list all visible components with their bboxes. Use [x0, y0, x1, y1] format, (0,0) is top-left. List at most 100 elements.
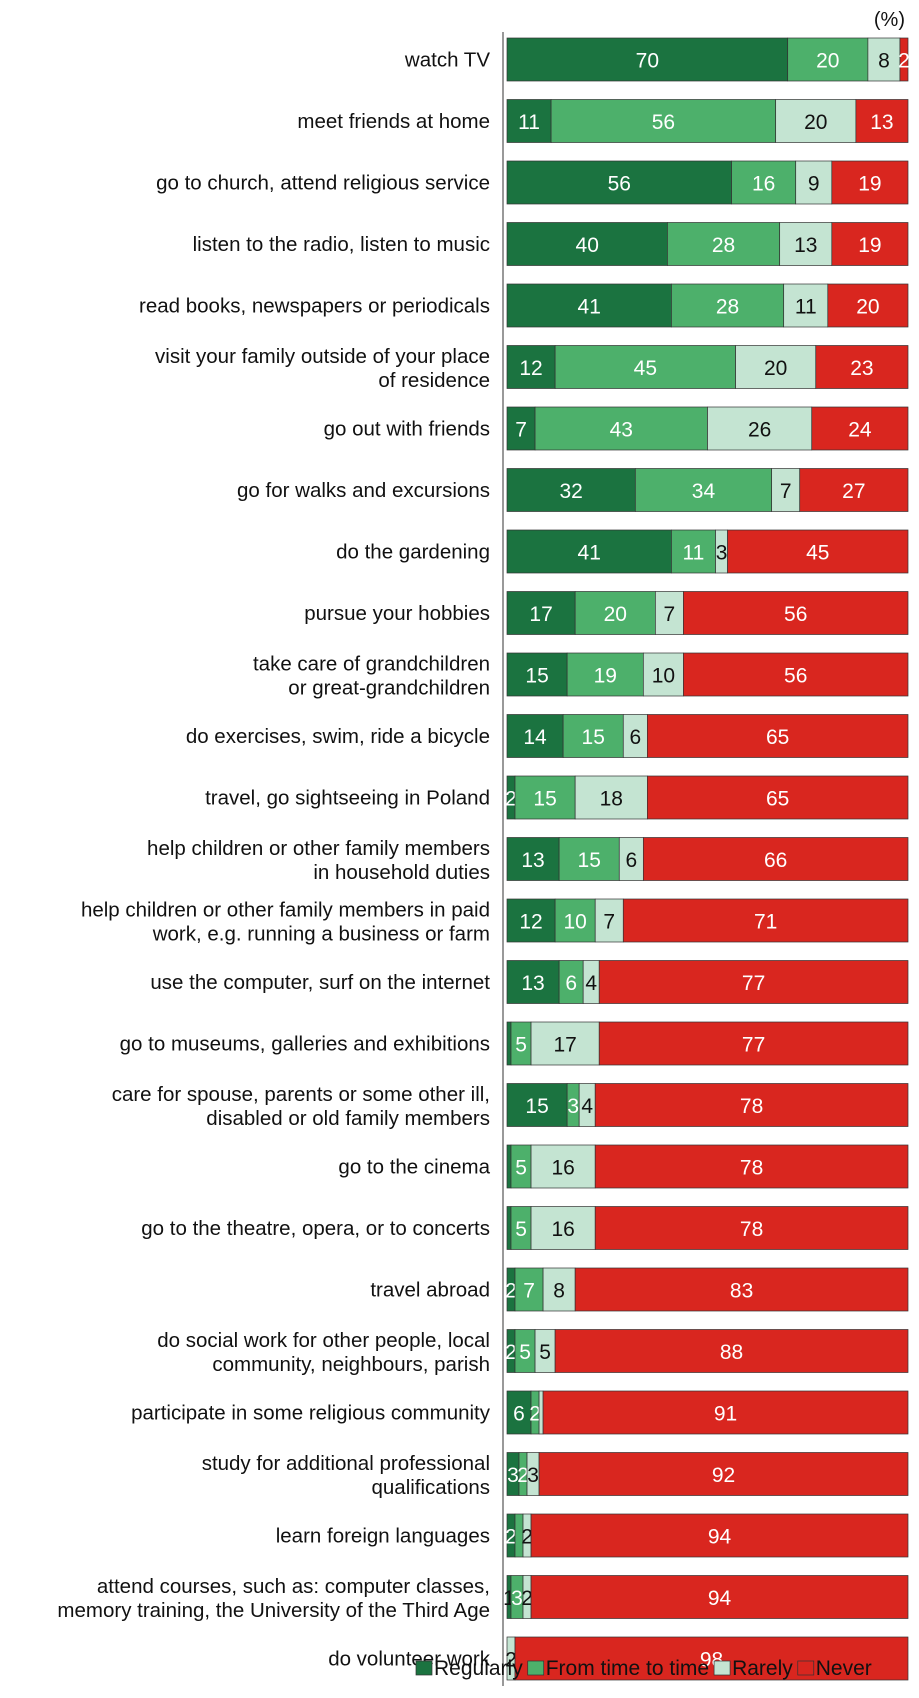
row-go-to-the-theatre-opera-or-to-concerts: go to the theatre, opera, or to concerts…: [141, 1206, 909, 1250]
data-label-never: 45: [806, 542, 829, 565]
data-label-never: 91: [714, 1403, 737, 1426]
data-label-regularly: 12: [519, 357, 542, 380]
bar-segment-regularly: [506, 222, 668, 266]
bar-segment-rarely: [542, 1267, 576, 1312]
data-label-from-time-to-time: 15: [582, 726, 605, 749]
category-label-line: help children or other family members in…: [81, 899, 490, 922]
category-label: go to museums, galleries and exhibitions: [120, 1033, 490, 1056]
legend-label: Never: [816, 1657, 872, 1680]
data-label-regularly: 13: [521, 972, 544, 995]
bar-segment-rarely: [735, 345, 817, 389]
bar-segment-never: [727, 529, 909, 574]
bar-segment-never: [899, 37, 909, 82]
bar-segment-never: [514, 1636, 909, 1681]
bar-segment-rarely: [530, 1144, 596, 1189]
bar-segment-regularly: [506, 160, 732, 205]
data-label-rarely: 20: [804, 111, 827, 134]
data-label-rarely: 17: [553, 1034, 576, 1057]
bar-segment-rarely: [574, 775, 648, 820]
bar-segment-never: [530, 1513, 909, 1558]
data-label-never: 94: [708, 1587, 732, 1610]
bar-segment-regularly: [506, 468, 636, 512]
category-label-line: work, e.g. running a business or farm: [152, 923, 490, 946]
data-label-rarely: 3: [527, 1464, 539, 1487]
data-label-from-time-to-time: 5: [519, 1341, 531, 1364]
row-use-the-computer-surf-on-the-internet: use the computer, surf on the internet 13…: [150, 960, 909, 1004]
row-attend-courses-such-as-computer-classes-memory-training-the-university-of-the-third-age: attend courses, such as: computer classe…: [57, 1575, 909, 1622]
data-label-rarely: 18: [600, 788, 623, 811]
bar-segment-from-time-to-time: [667, 222, 781, 266]
bar-segment-from-time-to-time: [566, 652, 644, 697]
bar-segment-never: [815, 345, 909, 389]
bar-segment-regularly: [506, 406, 536, 451]
bar-segment-from-time-to-time: [534, 406, 708, 451]
row-do-social-work-for-other-people-local-community-neighbours-parish: do social work for other people, local co…: [157, 1329, 909, 1376]
bar-segment-regularly: [506, 898, 556, 943]
data-label-rarely: 6: [625, 849, 637, 872]
category-label: do exercises, swim, ride a bicycle: [186, 725, 490, 748]
data-label-never: 2: [898, 50, 910, 73]
bar-segment-regularly: [506, 1144, 512, 1189]
row-do-volunteer-work: do volunteer work 2 98: [328, 1636, 909, 1681]
data-label-rarely: 4: [585, 972, 597, 995]
bar-segment-from-time-to-time: [558, 960, 584, 1004]
row-go-for-walks-and-excursions: go for walks and excursions 32 34 7 27: [237, 468, 909, 512]
bar-segment-never: [799, 468, 909, 512]
data-label-never: 19: [858, 234, 881, 257]
legend: Regularly From time to time Rarely Never: [415, 1657, 872, 1680]
row-study-for-additional-professional-qualifications: study for additional professional qualifi…: [202, 1452, 909, 1499]
row-visit-your-family-outside-of-your-place-of-residence: visit your family outside of your place o…: [155, 345, 909, 392]
data-label-never: 92: [712, 1464, 735, 1487]
data-label-never: 71: [754, 911, 777, 934]
bar-segment-never: [646, 775, 909, 820]
data-label-regularly: 40: [576, 234, 599, 257]
row-take-care-of-grandchildren-or-great-grandchildren: take care of grandchildren or great-grand…: [253, 652, 909, 700]
row-participate-in-some-religious-community: participate in some religious community 6…: [131, 1390, 909, 1435]
legend-item-rarely: Rarely: [713, 1657, 793, 1680]
data-label-regularly: 2: [505, 788, 517, 811]
bar-segment-regularly: [506, 529, 672, 574]
category-label-line: memory training, the University of the T…: [57, 1599, 490, 1622]
data-label-never: 65: [766, 726, 789, 749]
data-label-from-time-to-time: 20: [816, 50, 839, 73]
data-label-never: 24: [848, 419, 872, 442]
bar-segment-rarely: [622, 714, 648, 758]
bar-segment-regularly: [506, 591, 576, 635]
data-label-rarely: 16: [551, 1218, 574, 1241]
bar-segment-regularly: [506, 1206, 512, 1250]
bar-segment-from-time-to-time: [554, 345, 736, 389]
data-label-regularly: 14: [523, 726, 547, 749]
data-label-from-time-to-time: 15: [578, 849, 601, 872]
bar-segment-never: [827, 283, 909, 328]
category-label: attend courses, such as: computer classe…: [57, 1575, 490, 1622]
category-label-line: help children or other family members: [147, 837, 490, 860]
category-label-line: or great-grandchildren: [288, 677, 490, 700]
data-label-rarely: 4: [581, 1095, 593, 1118]
data-label-never: 88: [720, 1341, 743, 1364]
data-label-regularly: 7: [515, 419, 527, 442]
data-label-never: 20: [856, 296, 879, 319]
row-watch-tv: watch TV 70 20 8 2: [404, 37, 910, 82]
row-go-to-church-attend-religious-service: go to church, attend religious service 56…: [156, 160, 909, 205]
data-label-rarely: 7: [603, 911, 615, 934]
data-label-regularly: 17: [529, 603, 552, 626]
bar-segment-from-time-to-time: [634, 468, 773, 512]
bar-segment-from-time-to-time: [671, 529, 716, 574]
data-label-from-time-to-time: 16: [752, 173, 775, 196]
data-label-from-time-to-time: 7: [523, 1280, 535, 1303]
row-do-the-gardening: do the gardening 41 11 3 45: [336, 529, 909, 574]
bar-segment-never: [855, 99, 909, 143]
legend-swatch: [415, 1660, 433, 1676]
category-label: go to the theatre, opera, or to concerts: [141, 1217, 490, 1240]
bar-segment-rarely: [618, 837, 644, 881]
data-label-never: 56: [784, 665, 807, 688]
data-label-rarely: 10: [652, 665, 675, 688]
bar-segment-regularly: [506, 960, 560, 1004]
category-label-line: care for spouse, parents or some other i…: [112, 1083, 490, 1106]
row-pursue-your-hobbies: pursue your hobbies 17 20 7 56: [304, 591, 909, 635]
data-label-from-time-to-time: 11: [683, 542, 705, 565]
legend-item-from-time-to-time: From time to time: [527, 1657, 709, 1680]
data-label-rarely: 8: [553, 1280, 565, 1303]
data-label-from-time-to-time: 45: [634, 357, 657, 380]
data-label-regularly: 15: [525, 665, 548, 688]
